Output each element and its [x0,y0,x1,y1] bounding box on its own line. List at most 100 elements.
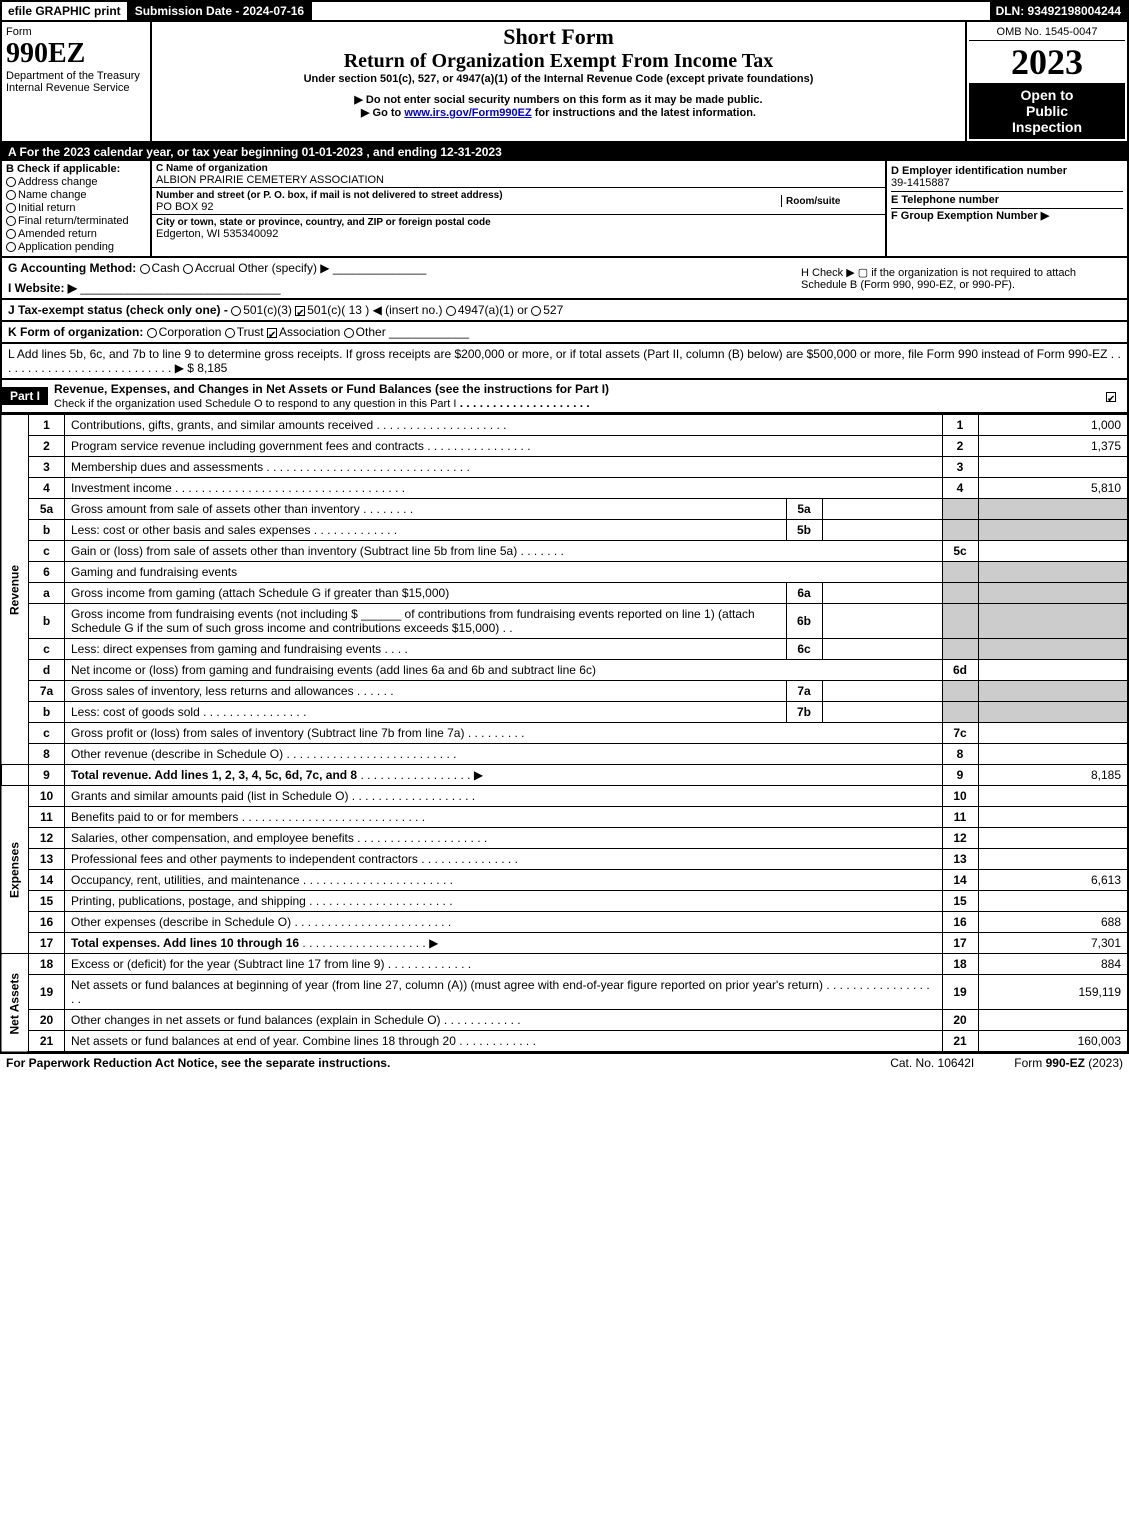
g-label: G Accounting Method: [8,261,136,275]
title-return: Return of Organization Exempt From Incom… [160,50,957,73]
c-room-label: Room/suite [786,196,840,207]
chk-trust[interactable] [225,328,235,338]
v4: 5,810 [978,478,1128,499]
d6c: Less: direct expenses from gaming and fu… [71,642,381,656]
chk-cash[interactable] [140,264,150,274]
line-g-h: G Accounting Method: Cash Accrual Other … [0,258,1129,300]
chk-other-org[interactable] [344,328,354,338]
omb-number: OMB No. 1545-0047 [969,24,1125,41]
open3: Inspection [973,119,1121,135]
d13: Professional fees and other payments to … [71,852,418,866]
chk-527[interactable] [531,306,541,316]
d6d: Net income or (loss) from gaming and fun… [65,660,943,681]
d12: Salaries, other compensation, and employ… [71,831,354,845]
d11: Benefits paid to or for members [71,810,238,824]
form-number: 990EZ [6,38,146,70]
l-text: L Add lines 5b, 6c, and 7b to line 9 to … [8,347,1107,361]
k-label: K Form of organization: [8,325,143,339]
side-revenue: Revenue [1,415,29,765]
d-ein-label: D Employer identification number [891,165,1123,177]
d5a: Gross amount from sale of assets other t… [71,502,360,516]
d6a: Gross income from gaming (attach Schedul… [71,586,449,600]
chk-address-change[interactable]: Address change [6,176,146,188]
tax-year: 2023 [969,41,1125,83]
chk-pending[interactable]: Application pending [6,241,146,253]
col-b: B Check if applicable: Address change Na… [2,161,152,256]
chk-initial-return[interactable]: Initial return [6,202,146,214]
chk-final-return[interactable]: Final return/terminated [6,215,146,227]
v19: 159,119 [978,975,1128,1010]
col-d: D Employer identification number 39-1415… [887,161,1127,256]
i-label: I Website: ▶ [8,281,77,295]
side-expenses: Expenses [1,786,29,954]
n1: 1 [29,415,65,436]
v14: 6,613 [978,870,1128,891]
goto-line: ▶ Go to www.irs.gov/Form990EZ for instru… [160,106,957,119]
c-street-label: Number and street (or P. O. box, if mail… [156,190,503,201]
goto-link[interactable]: www.irs.gov/Form990EZ [404,107,531,119]
dept-1: Department of the Treasury [6,70,146,82]
chk-501c3[interactable] [231,306,241,316]
v17: 7,301 [978,933,1128,954]
d20: Other changes in net assets or fund bala… [71,1013,441,1027]
footer: For Paperwork Reduction Act Notice, see … [0,1053,1129,1072]
line-k: K Form of organization: Corporation Trus… [0,322,1129,344]
line-l: L Add lines 5b, 6c, and 7b to line 9 to … [0,344,1129,380]
d5c: Gain or (loss) from sale of assets other… [71,544,517,558]
d4: Investment income [71,481,172,495]
chk-4947[interactable] [446,306,456,316]
org-city: Edgerton, WI 535340092 [156,228,278,240]
part1-title: Revenue, Expenses, and Changes in Net As… [54,382,609,396]
d3: Membership dues and assessments [71,460,263,474]
d1: Contributions, gifts, grants, and simila… [71,418,373,432]
footer-right: Form 990-EZ (2023) [1014,1056,1123,1070]
d7b: Less: cost of goods sold [71,705,200,719]
d16: Other expenses (describe in Schedule O) [71,915,291,929]
part1-header: Part I Revenue, Expenses, and Changes in… [0,380,1129,414]
d-group-label: F Group Exemption Number ▶ [891,209,1123,222]
v9: 8,185 [978,765,1128,786]
v2: 1,375 [978,436,1128,457]
d7c: Gross profit or (loss) from sales of inv… [71,726,464,740]
ein-value: 39-1415887 [891,177,1123,189]
c-name-label: C Name of organization [156,163,268,174]
lines-table: Revenue 1 Contributions, gifts, grants, a… [0,414,1129,1053]
chk-accrual[interactable] [183,264,193,274]
open2: Public [973,103,1121,119]
d18: Excess or (deficit) for the year (Subtra… [71,957,384,971]
chk-corp[interactable] [147,328,157,338]
form-header: Form 990EZ Department of the Treasury In… [0,22,1129,143]
chk-assoc[interactable] [267,328,277,338]
part1-check: Check if the organization used Schedule … [54,398,456,410]
g-other: Other (specify) ▶ [238,261,329,275]
b-label: B Check if applicable: [6,163,146,175]
part1-label: Part I [2,387,48,405]
v16: 688 [978,912,1128,933]
d6: Gaming and fundraising events [65,562,943,583]
d15: Printing, publications, postage, and shi… [71,894,306,908]
d17: Total expenses. Add lines 10 through 16 [71,936,299,950]
subtitle: Under section 501(c), 527, or 4947(a)(1)… [160,73,957,85]
top-bar: efile GRAPHIC print Submission Date - 20… [0,0,1129,22]
footer-left: For Paperwork Reduction Act Notice, see … [6,1056,390,1070]
d14: Occupancy, rent, utilities, and maintena… [71,873,300,887]
d21: Net assets or fund balances at end of ye… [71,1034,456,1048]
org-name: ALBION PRAIRIE CEMETERY ASSOCIATION [156,174,384,186]
d6b1: Gross income from fundraising events (no… [71,607,358,621]
chk-amended[interactable]: Amended return [6,228,146,240]
entity-block: B Check if applicable: Address change Na… [0,161,1129,258]
j-label: J Tax-exempt status (check only one) - [8,303,228,317]
col-c: C Name of organization ALBION PRAIRIE CE… [152,161,887,256]
form-label: Form [6,26,146,38]
chk-501c[interactable] [295,306,305,316]
l-value: 8,185 [197,361,227,375]
chk-name-change[interactable]: Name change [6,189,146,201]
v21: 160,003 [978,1031,1128,1053]
line-a: A For the 2023 calendar year, or tax yea… [0,143,1129,161]
line-j: J Tax-exempt status (check only one) - 5… [0,300,1129,322]
efile-label[interactable]: efile GRAPHIC print [2,2,129,20]
chk-part1-schedO[interactable] [1106,392,1116,402]
d5b: Less: cost or other basis and sales expe… [71,523,310,537]
ssn-warning: ▶ Do not enter social security numbers o… [160,93,957,106]
goto-pre: ▶ Go to [361,107,404,119]
